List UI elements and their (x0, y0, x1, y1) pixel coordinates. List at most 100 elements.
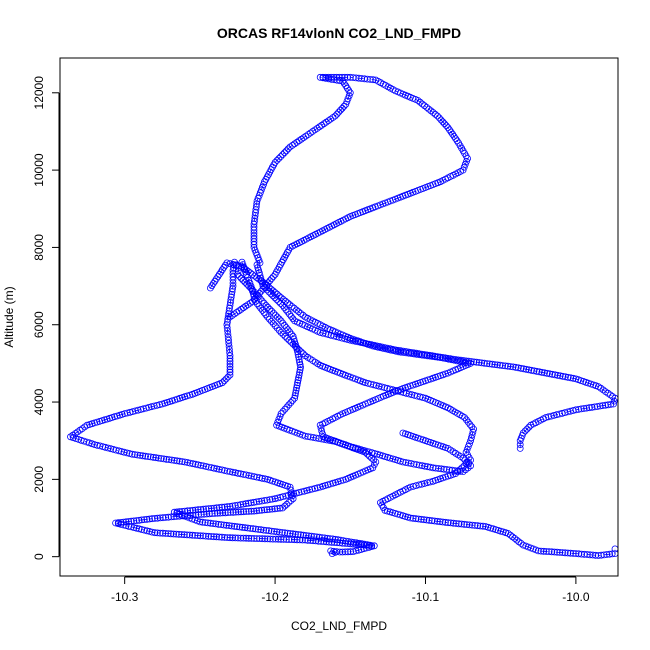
data-point (339, 548, 346, 556)
data-point (358, 540, 366, 548)
data-point (556, 549, 564, 556)
data-point (297, 531, 305, 539)
data-point (155, 454, 162, 462)
data-point (207, 533, 215, 540)
data-point (279, 407, 287, 415)
data-point (599, 386, 607, 394)
data-point (143, 527, 151, 535)
data-point (331, 535, 339, 543)
data-point (458, 520, 465, 528)
data-point (249, 298, 256, 305)
data-point (222, 375, 230, 383)
data-point (346, 73, 354, 81)
data-point (210, 464, 218, 472)
data-point (603, 551, 611, 558)
data-point (266, 535, 274, 543)
data-point (261, 475, 269, 483)
y-axis: 0 2000 4000 6000 8000 10000 12000 (32, 76, 60, 560)
data-point (343, 98, 351, 105)
data-point (281, 332, 289, 340)
data-point (104, 444, 112, 452)
data-point (231, 310, 238, 318)
data-point (258, 474, 266, 482)
data-point (282, 306, 290, 314)
data-point (376, 451, 384, 459)
data-point (290, 304, 298, 312)
data-point (281, 321, 288, 329)
y-tick-label: 2000 (32, 466, 46, 493)
data-point (602, 401, 609, 409)
data-point (234, 469, 242, 477)
data-point (268, 505, 276, 513)
data-point (234, 267, 242, 275)
data-point (237, 508, 245, 516)
data-point (442, 122, 450, 129)
data-point (377, 344, 384, 352)
data-point (271, 289, 279, 296)
data-point (168, 456, 176, 464)
data-point (368, 454, 376, 462)
data-point (162, 455, 170, 463)
data-point (123, 449, 131, 457)
data-point (234, 271, 241, 278)
data-point (334, 478, 342, 486)
data-point (273, 156, 281, 164)
data-point (374, 343, 382, 351)
data-point (164, 513, 172, 521)
data-point (304, 131, 312, 138)
data-point (466, 521, 473, 529)
data-point (423, 352, 431, 360)
data-point (229, 260, 237, 268)
data-point (279, 319, 287, 327)
data-point (294, 531, 302, 538)
data-point (370, 542, 378, 550)
data-point (241, 524, 249, 532)
data-point (201, 519, 209, 526)
data-point (289, 340, 297, 348)
x-axis: -10.3 -10.2 -10.1 -10.0 (111, 576, 590, 604)
data-point (258, 535, 266, 543)
data-point (286, 328, 294, 336)
data-point (567, 374, 575, 382)
data-point (226, 363, 234, 371)
data-point (316, 483, 324, 491)
data-point (480, 359, 488, 367)
data-point (479, 522, 487, 530)
data-point (246, 299, 254, 307)
data-point (447, 519, 455, 527)
data-point (525, 423, 533, 431)
data-point (295, 308, 303, 316)
y-tick-label: 8000 (32, 234, 46, 261)
data-point (569, 550, 577, 557)
data-point (454, 356, 462, 364)
data-point (117, 519, 125, 526)
x-tick-label: -10.3 (111, 590, 139, 604)
data-point (545, 548, 553, 555)
data-point (548, 548, 556, 556)
data-point (291, 530, 299, 538)
data-point (315, 537, 322, 545)
data-point (152, 454, 160, 462)
data-point (597, 551, 605, 559)
data-point (488, 360, 496, 368)
data-point (342, 475, 350, 483)
data-point (226, 299, 234, 307)
data-point (406, 514, 414, 522)
data-point (236, 523, 244, 531)
data-point (423, 104, 431, 111)
data-point (434, 353, 442, 361)
data-point (148, 528, 156, 536)
data-point (186, 531, 194, 539)
data-point (439, 354, 447, 362)
data-point (355, 539, 363, 547)
data-point (250, 507, 258, 515)
data-point (305, 532, 313, 540)
data-point (232, 508, 240, 516)
data-point (376, 342, 383, 350)
data-point (202, 463, 210, 470)
data-point (327, 115, 335, 123)
data-point (245, 507, 253, 515)
data-point (445, 466, 453, 474)
data-point (293, 381, 301, 389)
data-point (304, 536, 312, 544)
